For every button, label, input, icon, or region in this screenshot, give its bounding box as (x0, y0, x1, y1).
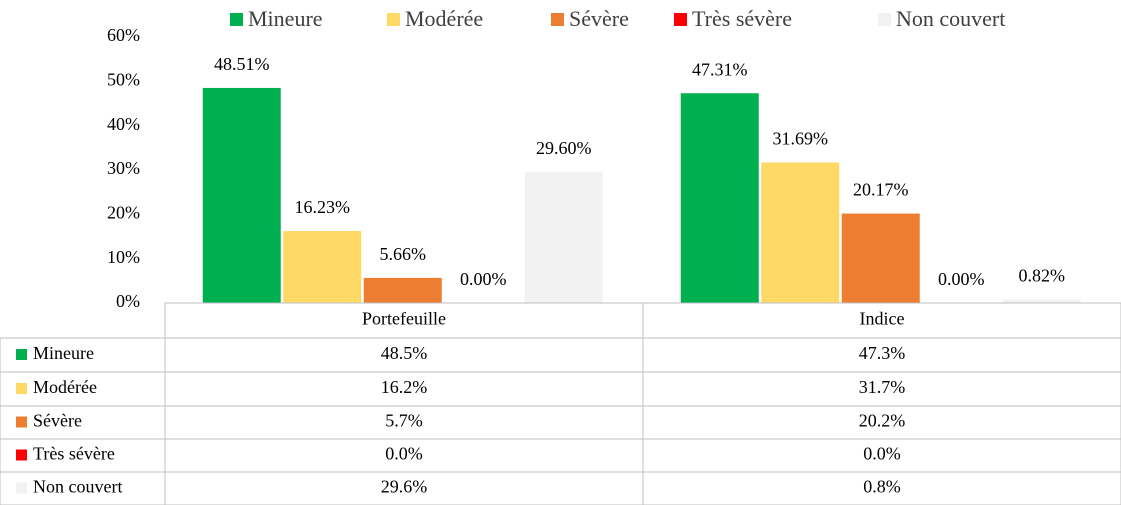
x-tick-label: Portefeuille (362, 309, 446, 329)
y-tick-label: 50% (107, 69, 140, 89)
table-swatch (16, 349, 27, 360)
data-label: 5.66% (380, 244, 427, 264)
legend-label: Non couvert (896, 6, 1005, 31)
legend-label: Modérée (405, 6, 483, 31)
y-tick-label: 0% (116, 291, 140, 311)
bar (363, 277, 442, 303)
legend-swatch (387, 13, 400, 26)
legend-swatch (878, 13, 891, 26)
y-tick-label: 40% (107, 114, 140, 134)
legend-label: Mineure (248, 6, 323, 31)
data-label: 16.23% (295, 197, 351, 217)
table-cell: 0.0% (385, 444, 423, 464)
table-row-label: Non couvert (33, 477, 122, 497)
bar (202, 87, 281, 304)
data-label: 0.00% (938, 269, 985, 289)
data-label: 31.69% (773, 129, 829, 149)
table-swatch (16, 383, 27, 394)
table-cell: 20.2% (859, 411, 906, 431)
data-label: 20.17% (853, 180, 909, 200)
data-label: 48.51% (214, 54, 270, 74)
table-cell: 0.0% (863, 444, 901, 464)
table-row-label: Sévère (33, 411, 82, 431)
table-cell: 29.6% (381, 477, 428, 497)
table-swatch (16, 449, 27, 461)
bar (524, 171, 603, 303)
table-row-label: Très sévère (33, 444, 115, 464)
legend-swatch (674, 13, 687, 26)
y-tick-label: 30% (107, 158, 140, 178)
legend-swatch (230, 13, 243, 26)
data-label: 0.00% (460, 269, 507, 289)
data-label: 47.31% (692, 59, 748, 79)
bar (283, 231, 362, 303)
data-label: 0.82% (1019, 265, 1066, 285)
bar (1002, 299, 1081, 303)
bar (761, 162, 840, 303)
table-cell: 47.3% (859, 343, 906, 363)
legend-label: Très sévère (692, 6, 792, 31)
bar (841, 213, 920, 303)
table-cell: 0.8% (863, 477, 901, 497)
table-swatch (16, 482, 27, 494)
table-cell: 5.7% (385, 411, 423, 431)
x-tick-label: Indice (860, 309, 905, 329)
y-tick-label: 60% (107, 25, 140, 45)
bar (680, 93, 759, 303)
table-cell: 16.2% (381, 377, 428, 397)
table-row-label: Mineure (33, 343, 94, 363)
table-row-label: Modérée (33, 377, 97, 397)
table-cell: 31.7% (859, 377, 906, 397)
legend-swatch (551, 13, 564, 26)
y-tick-label: 20% (107, 202, 140, 222)
y-tick-label: 10% (107, 247, 140, 267)
data-label: 29.60% (536, 138, 592, 158)
legend-label: Sévère (569, 6, 629, 31)
table-cell: 48.5% (381, 343, 428, 363)
table-swatch (16, 416, 27, 428)
